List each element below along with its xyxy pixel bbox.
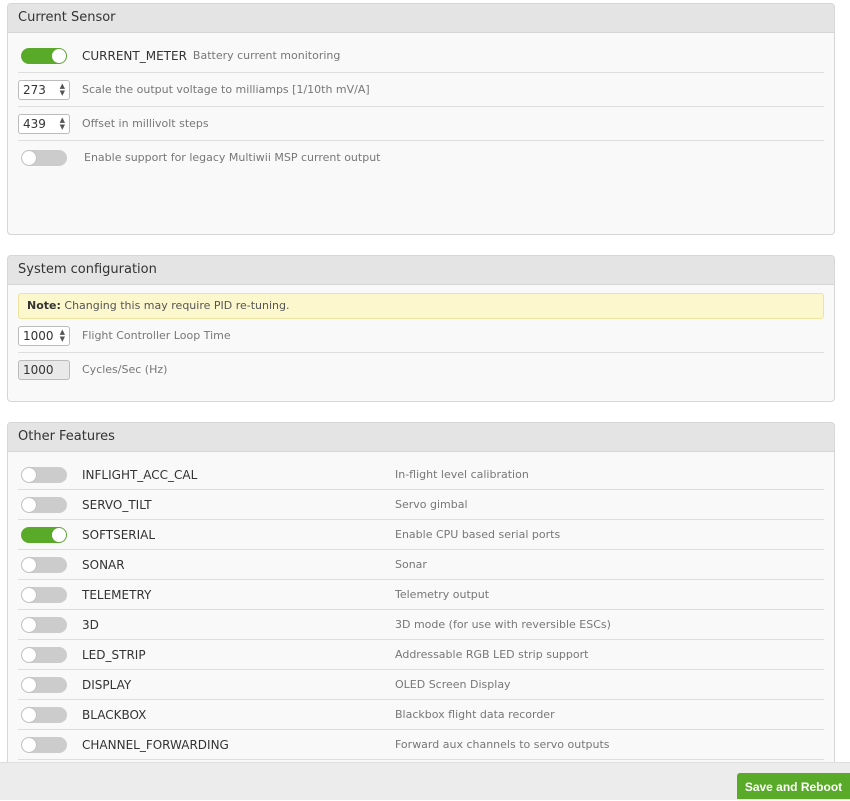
feature-row: CHANNEL_FORWARDING Forward aux channels … (18, 730, 824, 760)
note-box: Note: Changing this may require PID re-t… (18, 293, 824, 319)
feature-row: SERVO_TILT Servo gimbal (18, 490, 824, 520)
legacy-label: Enable support for legacy Multiwii MSP c… (84, 151, 381, 164)
feature-name: DISPLAY (82, 677, 132, 692)
spinner-icon[interactable]: ▲ ▼ (59, 81, 65, 97)
feature-desc: Addressable RGB LED strip support (395, 648, 589, 661)
feature-name: 3D (82, 617, 99, 632)
panel-title: System configuration (8, 256, 834, 285)
feature-toggle[interactable] (21, 466, 67, 483)
feature-name: BLACKBOX (82, 707, 147, 722)
spinner-icon[interactable]: ▲ ▼ (59, 115, 65, 131)
feature-name: CURRENT_METER (82, 48, 187, 63)
offset-input[interactable]: 439 ▲ ▼ (18, 113, 70, 134)
current-sensor-panel: Current Sensor CURRENT_METER Battery cur… (7, 3, 835, 235)
feature-name: SOFTSERIAL (82, 527, 156, 542)
feature-toggle[interactable] (21, 736, 67, 753)
feature-desc: Sonar (395, 558, 427, 571)
system-config-panel: System configuration Note: Changing this… (7, 255, 835, 402)
feature-desc: In-flight level calibration (395, 468, 529, 481)
loop-row: 1000 ▲ ▼ Flight Controller Loop Time (18, 319, 824, 353)
feature-name: CHANNEL_FORWARDING (82, 737, 229, 752)
feature-toggle[interactable] (21, 646, 67, 663)
feature-toggle[interactable] (21, 496, 67, 513)
footer-bar (0, 762, 850, 800)
feature-row: LED_STRIP Addressable RGB LED strip supp… (18, 640, 824, 670)
feature-toggle[interactable] (21, 556, 67, 573)
panel-title: Current Sensor (8, 4, 834, 33)
offset-row: 439 ▲ ▼ Offset in millivolt steps (18, 107, 824, 141)
feature-desc: Battery current monitoring (192, 49, 341, 62)
feature-row: 3D 3D mode (for use with reversible ESCs… (18, 610, 824, 640)
scale-label: Scale the output voltage to milliamps [1… (82, 83, 370, 96)
loop-label: Flight Controller Loop Time (82, 329, 231, 342)
offset-label: Offset in millivolt steps (82, 117, 209, 130)
feature-desc: Blackbox flight data recorder (395, 708, 555, 721)
feature-row: SOFTSERIAL Enable CPU based serial ports (18, 520, 824, 550)
feature-name: SERVO_TILT (82, 497, 152, 512)
other-features-panel: Other Features INFLIGHT_ACC_CAL In-fligh… (7, 422, 835, 784)
current-meter-toggle[interactable] (21, 47, 67, 64)
feature-toggle[interactable] (21, 676, 67, 693)
feature-toggle[interactable] (21, 586, 67, 603)
cycles-field: 1000 (18, 359, 70, 380)
cycles-row: 1000 Cycles/Sec (Hz) (18, 353, 824, 386)
feature-desc: Enable CPU based serial ports (395, 528, 561, 541)
feature-desc: Telemetry output (395, 588, 490, 601)
feature-row: DISPLAY OLED Screen Display (18, 670, 824, 700)
feature-toggle[interactable] (21, 706, 67, 723)
feature-desc: Servo gimbal (395, 498, 468, 511)
feature-desc: OLED Screen Display (395, 678, 511, 691)
feature-row: BLACKBOX Blackbox flight data recorder (18, 700, 824, 730)
feature-desc: Forward aux channels to servo outputs (395, 738, 610, 751)
cycles-label: Cycles/Sec (Hz) (82, 363, 168, 376)
feature-toggle[interactable] (21, 616, 67, 633)
current-meter-row: CURRENT_METER Battery current monitoring (18, 39, 824, 73)
feature-name: TELEMETRY (82, 587, 152, 602)
legacy-toggle[interactable] (21, 149, 67, 166)
feature-desc: 3D mode (for use with reversible ESCs) (395, 618, 611, 631)
legacy-row: Enable support for legacy Multiwii MSP c… (18, 141, 824, 174)
feature-name: SONAR (82, 557, 125, 572)
feature-toggle[interactable] (21, 526, 67, 543)
feature-row: TELEMETRY Telemetry output (18, 580, 824, 610)
feature-name: INFLIGHT_ACC_CAL (82, 467, 198, 482)
spinner-icon[interactable]: ▲ ▼ (59, 327, 65, 343)
save-and-reboot-button[interactable]: Save and Reboot (737, 773, 850, 799)
feature-row: SONAR Sonar (18, 550, 824, 580)
feature-row: INFLIGHT_ACC_CAL In-flight level calibra… (18, 460, 824, 490)
scale-row: 273 ▲ ▼ Scale the output voltage to millia… (18, 73, 824, 107)
scale-input[interactable]: 273 ▲ ▼ (18, 79, 70, 100)
loop-time-input[interactable]: 1000 ▲ ▼ (18, 325, 70, 346)
feature-name: LED_STRIP (82, 647, 146, 662)
panel-title: Other Features (8, 423, 834, 452)
